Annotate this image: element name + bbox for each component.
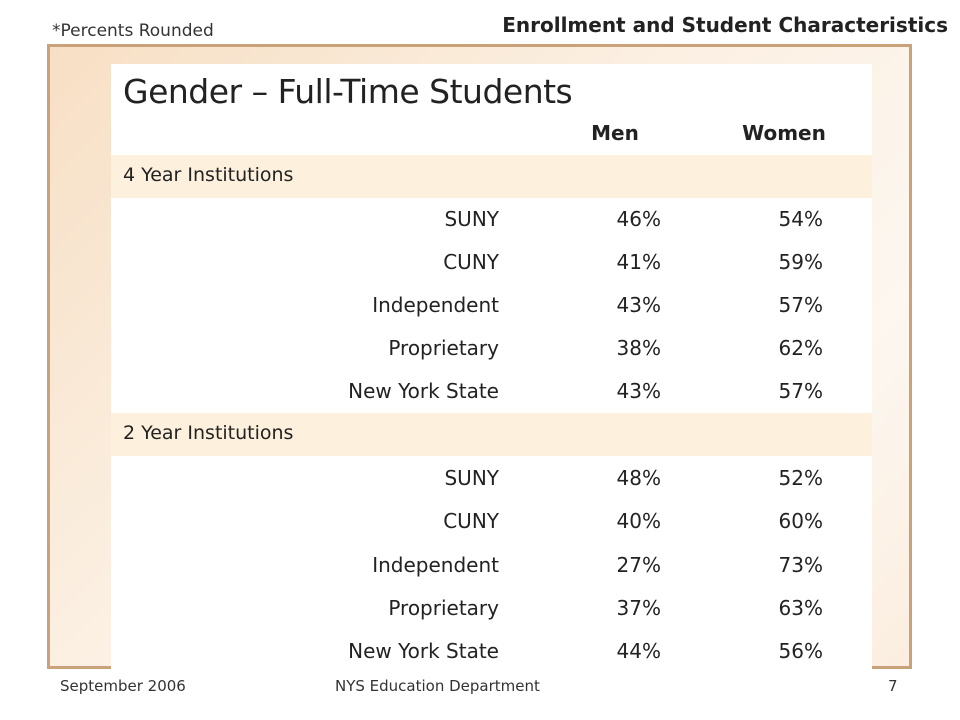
- women-percent: 62%: [778, 336, 823, 360]
- table-row: SUNY 46% 54%: [111, 198, 872, 241]
- table-row: SUNY 48% 52%: [111, 457, 872, 500]
- women-percent: 57%: [778, 293, 823, 317]
- men-percent: 44%: [616, 639, 661, 663]
- slide-title: Gender – Full-Time Students: [123, 72, 573, 111]
- table-row: Independent 27% 73%: [111, 544, 872, 587]
- men-percent: 38%: [616, 336, 661, 360]
- institution-name: CUNY: [443, 250, 499, 274]
- rounding-note: *Percents Rounded: [52, 21, 214, 41]
- men-percent: 43%: [616, 293, 661, 317]
- women-percent: 52%: [778, 466, 823, 490]
- table-row: Independent 43% 57%: [111, 284, 872, 327]
- women-percent: 57%: [778, 379, 823, 403]
- women-percent: 54%: [778, 207, 823, 231]
- column-header-men: Men: [591, 121, 639, 145]
- table-row: Proprietary 37% 63%: [111, 587, 872, 630]
- group-header-2-year: 2 Year Institutions: [111, 413, 872, 456]
- group-header-4-year: 4 Year Institutions: [111, 155, 872, 198]
- men-percent: 43%: [616, 379, 661, 403]
- men-percent: 48%: [616, 466, 661, 490]
- institution-name: CUNY: [443, 509, 499, 533]
- institution-name: SUNY: [444, 466, 499, 490]
- institution-name: New York State: [348, 379, 499, 403]
- page-number: 7: [888, 677, 898, 695]
- table-row: Proprietary 38% 62%: [111, 327, 872, 370]
- men-percent: 27%: [616, 553, 661, 577]
- group-label: 2 Year Institutions: [123, 422, 294, 444]
- men-percent: 40%: [616, 509, 661, 533]
- table-row: New York State 43% 57%: [111, 370, 872, 413]
- footer-organization: NYS Education Department: [335, 677, 540, 695]
- table-row: CUNY 40% 60%: [111, 500, 872, 543]
- institution-name: Independent: [372, 293, 499, 317]
- table-row: New York State 44% 56%: [111, 630, 872, 673]
- men-percent: 41%: [616, 250, 661, 274]
- table-row: CUNY 41% 59%: [111, 241, 872, 284]
- institution-name: Proprietary: [388, 596, 499, 620]
- footer-date: September 2006: [60, 677, 186, 695]
- institution-name: New York State: [348, 639, 499, 663]
- group-label: 4 Year Institutions: [123, 164, 294, 186]
- column-header-women: Women: [742, 121, 826, 145]
- institution-name: Independent: [372, 553, 499, 577]
- women-percent: 60%: [778, 509, 823, 533]
- women-percent: 73%: [778, 553, 823, 577]
- institution-name: SUNY: [444, 207, 499, 231]
- women-percent: 56%: [778, 639, 823, 663]
- men-percent: 37%: [616, 596, 661, 620]
- women-percent: 59%: [778, 250, 823, 274]
- women-percent: 63%: [778, 596, 823, 620]
- institution-name: Proprietary: [388, 336, 499, 360]
- section-title: Enrollment and Student Characteristics: [502, 13, 948, 37]
- men-percent: 46%: [616, 207, 661, 231]
